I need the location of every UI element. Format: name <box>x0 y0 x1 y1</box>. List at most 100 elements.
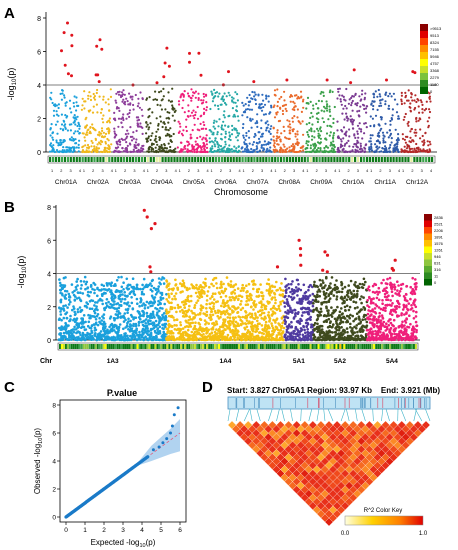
panel-c-title: P.value <box>107 388 137 398</box>
panel-d-start: Start: 3.827 <box>227 386 271 395</box>
panel-a-chr-series-chr04a <box>145 46 177 154</box>
panel-b-ytick-label: 0 <box>47 338 51 345</box>
panel-a-sig-point <box>70 44 74 48</box>
panel-b-legend-value: 946 <box>434 254 441 259</box>
panel-b-sig-point <box>149 227 153 231</box>
panel-c-point <box>121 473 125 477</box>
panel-c-ytick-label: 0 <box>52 515 56 522</box>
panel-c-xtick-label: 6 <box>178 527 182 534</box>
panel-a-sig-point <box>162 75 166 79</box>
panel-d-ld-cell <box>421 420 431 430</box>
panel-b-segment-label: 1A3 <box>107 358 119 365</box>
panel-a-chr-label: Chr12A <box>406 179 429 186</box>
panel-b-legend-swatch <box>424 220 432 227</box>
panel-b-legend-value: 2836 <box>434 215 444 220</box>
panel-b-ytick-label: 2 <box>47 305 51 312</box>
panel-a-chr-label: Chr09A <box>310 179 333 186</box>
panel-a-subtick-label: 4 <box>111 169 113 173</box>
panel-b-segment-label: 1A4 <box>220 358 232 365</box>
panel-b-series-5a4 <box>365 276 419 342</box>
panel-b-series-5a2 <box>312 275 369 342</box>
panel-a-subtick-label: 3 <box>325 169 327 173</box>
panel-a-sig-point <box>165 46 169 50</box>
panel-a-subtick-label: 2 <box>220 169 222 173</box>
panel-c-point <box>140 459 144 463</box>
panel-a-sig-point <box>95 44 99 48</box>
panel-b-legend-swatch <box>424 227 432 234</box>
panel-a-sig-point <box>197 51 201 55</box>
panel-b-sig-point <box>325 253 330 257</box>
panel-c-label: C <box>4 379 15 396</box>
panel-a-sig-point <box>199 73 203 77</box>
panel-b-legend-swatch <box>424 240 432 247</box>
panel-a-legend-value: 7155 <box>430 47 440 52</box>
panel-b-sig-point <box>275 265 280 269</box>
panel-d-colorkey-max: 1.0 <box>419 531 428 537</box>
panel-c-point <box>112 480 115 484</box>
panel-a-sig-point <box>66 72 70 76</box>
panel-c-point <box>93 494 96 498</box>
panel-b-series-1a3 <box>57 275 168 342</box>
panel-a-subtick-label: 4 <box>207 169 209 173</box>
panel-a-ytick-label: 6 <box>37 50 41 57</box>
panel-a-chr-label: Chr06A <box>215 179 238 186</box>
panel-a-sig-point <box>167 64 171 68</box>
panel-a-subtick-label: 2 <box>156 169 158 173</box>
panel-b-legend-swatch <box>424 246 432 253</box>
panel-a-subtick-label: 3 <box>197 169 199 173</box>
panel-a-sig-point <box>98 38 102 42</box>
panel-a-manhattan: 0 2 4 6 8 -log10(p) Chr01A 1 2 3 4 Chr02A 1 2 3 4 Chr0… <box>6 12 442 197</box>
panel-a-chr-series-chr07a <box>240 80 273 154</box>
panel-a-subtick-label: 2 <box>411 169 413 173</box>
panel-a-chr-series-chr06a <box>208 70 241 154</box>
panel-b-sig-point <box>148 265 152 269</box>
panel-b-ytick-label: 6 <box>47 238 51 245</box>
panel-a-chr-label: Chr08A <box>278 179 301 186</box>
panel-a-chr-label: Chr11A <box>374 179 396 186</box>
panel-a-xlabel: Chromosome <box>214 187 268 197</box>
panel-a-sig-point <box>97 80 101 84</box>
panel-a-ytick-label: 0 <box>37 150 41 157</box>
panel-a-subtick-label: 4 <box>430 169 432 173</box>
panel-b-sig-point <box>145 215 149 219</box>
panel-b-chr-label: Chr <box>40 358 52 365</box>
panel-a-chr-label: Chr05A <box>183 179 206 186</box>
panel-a-chr-series-chr08a <box>272 78 305 154</box>
panel-a-sig-point <box>325 78 329 82</box>
panel-a-subtick-label: 3 <box>261 169 263 173</box>
panel-b-legend-value: 11 <box>434 274 439 279</box>
panel-b-label: B <box>4 199 15 216</box>
panel-a-sig-point <box>349 81 353 85</box>
panel-b-segment-label: 5A4 <box>386 358 398 365</box>
panel-a-subtick-label: 2 <box>188 169 190 173</box>
panel-a-subtick-label: 2 <box>124 169 126 173</box>
panel-a-subtick-label: 2 <box>252 169 254 173</box>
panel-b-sig-point <box>299 263 303 267</box>
panel-a-legend-swatch <box>420 59 428 66</box>
panel-b-sig-point <box>142 208 146 212</box>
panel-b-segment-label: 5A2 <box>334 358 346 365</box>
panel-a-legend-value: 0 <box>430 89 433 94</box>
panel-a-legend-swatch <box>420 87 428 94</box>
panel-b-sig-point <box>297 238 301 242</box>
panel-d-ld-heatmap: Start: 3.827 Chr05A1 Region: 93.97 Kb En… <box>227 386 440 537</box>
panel-c-point <box>74 508 77 512</box>
panel-b-legend-swatch <box>424 214 432 221</box>
panel-a-subtick-label: 1 <box>306 169 308 173</box>
panel-a-subtick-label: 1 <box>370 169 372 173</box>
panel-c-point <box>161 441 165 445</box>
panel-a-legend-value: 9513 <box>430 33 440 38</box>
panel-c-point <box>172 413 176 417</box>
panel-a-chr-series-chr03a <box>112 83 145 154</box>
panel-a-subtick-label: 2 <box>316 169 318 173</box>
panel-c-ytick-label: 4 <box>52 459 56 466</box>
panel-a-chr-series-chr05a <box>176 51 209 154</box>
panel-b-sig-point <box>391 268 395 272</box>
panel-b-legend-value: 1576 <box>434 241 444 246</box>
panel-a-chr-series-chr09a <box>304 78 337 154</box>
panel-c-ytick-label: 8 <box>52 403 56 410</box>
panel-a-legend-swatch <box>420 52 428 59</box>
panel-a-sig-point <box>413 71 417 75</box>
